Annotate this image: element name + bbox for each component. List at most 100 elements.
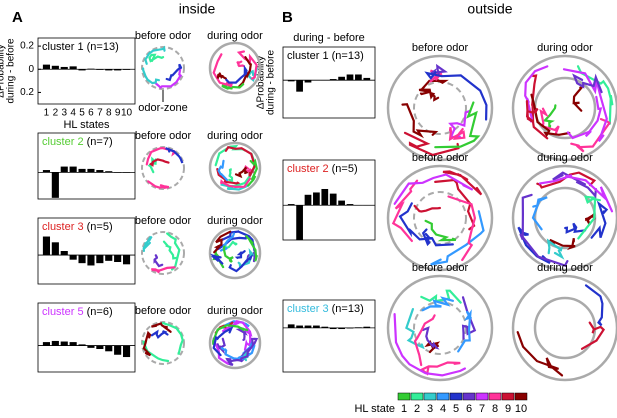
x-tick-label: 1 bbox=[44, 108, 50, 119]
trajectory bbox=[424, 219, 457, 242]
trajectory bbox=[150, 329, 169, 339]
bar bbox=[287, 204, 295, 206]
bar bbox=[51, 242, 59, 256]
bar bbox=[42, 236, 51, 256]
trajectory bbox=[162, 240, 178, 260]
trajectory bbox=[228, 254, 254, 273]
bar bbox=[105, 255, 113, 261]
trajectory bbox=[448, 127, 466, 142]
trajectory bbox=[209, 253, 224, 265]
trajectory bbox=[247, 158, 258, 187]
trajectory bbox=[216, 72, 227, 80]
trajectory bbox=[220, 183, 251, 191]
bar bbox=[338, 200, 345, 206]
trajectory-label: during odor bbox=[537, 42, 593, 54]
trajectory bbox=[562, 68, 608, 142]
trajectory bbox=[584, 284, 604, 327]
bar bbox=[355, 74, 362, 81]
cluster-name: cluster 1 bbox=[42, 41, 84, 53]
bar bbox=[87, 345, 95, 348]
bar bbox=[122, 255, 131, 265]
trajectory bbox=[216, 168, 241, 186]
bar bbox=[338, 327, 345, 330]
colorbar-swatch bbox=[423, 392, 437, 401]
bar bbox=[69, 66, 77, 70]
trajectory bbox=[220, 344, 256, 361]
trajectory bbox=[148, 53, 165, 63]
bar bbox=[105, 69, 113, 71]
trajectory bbox=[165, 63, 183, 82]
trajectory bbox=[405, 308, 425, 350]
chart-title: cluster 2 (n=7) bbox=[42, 136, 113, 148]
plot-frame bbox=[282, 46, 376, 119]
trajectory bbox=[531, 196, 548, 231]
trajectory bbox=[224, 145, 256, 177]
colorbar-swatch bbox=[449, 392, 463, 401]
x-tick-label: 7 bbox=[97, 108, 103, 119]
bar bbox=[304, 194, 312, 206]
cluster-name: cluster 3 bbox=[42, 221, 84, 233]
plot-frame bbox=[282, 299, 376, 373]
trajectory bbox=[245, 235, 258, 262]
bar bbox=[60, 341, 68, 346]
trajectory bbox=[570, 118, 611, 153]
trajectory bbox=[447, 195, 477, 262]
cluster-n: (n=6) bbox=[87, 306, 113, 318]
trajectory bbox=[539, 107, 560, 134]
trajectory bbox=[217, 159, 229, 182]
trajectory bbox=[531, 74, 549, 140]
trajectory bbox=[542, 104, 557, 129]
bar bbox=[363, 77, 371, 81]
cluster-name: cluster 1 bbox=[287, 50, 329, 62]
cluster-n: (n=13) bbox=[332, 50, 364, 62]
bar bbox=[114, 69, 122, 71]
trajectory bbox=[220, 177, 252, 189]
arena bbox=[208, 226, 262, 280]
cluster-n: (n=13) bbox=[332, 303, 364, 315]
colorbar-swatch bbox=[514, 392, 528, 401]
trajectory bbox=[151, 266, 176, 274]
trajectory bbox=[590, 200, 609, 239]
colorbar-label: HL state bbox=[354, 403, 395, 415]
cluster-n: (n=13) bbox=[87, 41, 119, 53]
trajectory bbox=[212, 324, 249, 345]
chart-title: cluster 3 (n=13) bbox=[287, 303, 364, 315]
trajectory-label: during odor bbox=[207, 215, 263, 227]
cluster-name: cluster 2 bbox=[42, 136, 84, 148]
bar bbox=[296, 325, 303, 328]
odor-zone bbox=[141, 231, 185, 275]
trajectory bbox=[420, 289, 462, 304]
trajectory bbox=[147, 156, 157, 174]
plot-frame bbox=[37, 37, 136, 105]
bar bbox=[321, 188, 329, 206]
bar bbox=[321, 326, 329, 328]
colorbar-swatch bbox=[462, 392, 476, 401]
trajectory bbox=[421, 228, 454, 247]
trajectory bbox=[421, 296, 454, 312]
trajectory bbox=[230, 337, 255, 363]
trajectory bbox=[430, 210, 485, 266]
trajectory bbox=[236, 60, 246, 68]
bar bbox=[313, 192, 320, 206]
y-axis-label: ΔProbability bbox=[0, 44, 7, 97]
bar bbox=[96, 170, 104, 173]
trajectory bbox=[413, 204, 441, 213]
trajectory bbox=[234, 250, 246, 259]
trajectory bbox=[236, 50, 258, 80]
cluster-name: cluster 5 bbox=[42, 306, 84, 318]
colorbar-tick: 2 bbox=[414, 403, 420, 415]
trajectory bbox=[577, 195, 601, 240]
trajectory bbox=[224, 357, 234, 366]
trajectory-label: during odor bbox=[537, 262, 593, 274]
chart-header: during - before bbox=[293, 32, 365, 44]
bar bbox=[105, 171, 113, 173]
bar bbox=[313, 325, 320, 328]
trajectory bbox=[525, 100, 539, 124]
trajectory bbox=[418, 78, 449, 96]
trajectory-label: before odor bbox=[135, 215, 192, 227]
arena bbox=[386, 54, 494, 162]
panel-label: A bbox=[12, 9, 23, 26]
trajectory bbox=[247, 67, 258, 83]
trajectory bbox=[393, 313, 466, 377]
cluster-name: cluster 3 bbox=[287, 303, 329, 315]
